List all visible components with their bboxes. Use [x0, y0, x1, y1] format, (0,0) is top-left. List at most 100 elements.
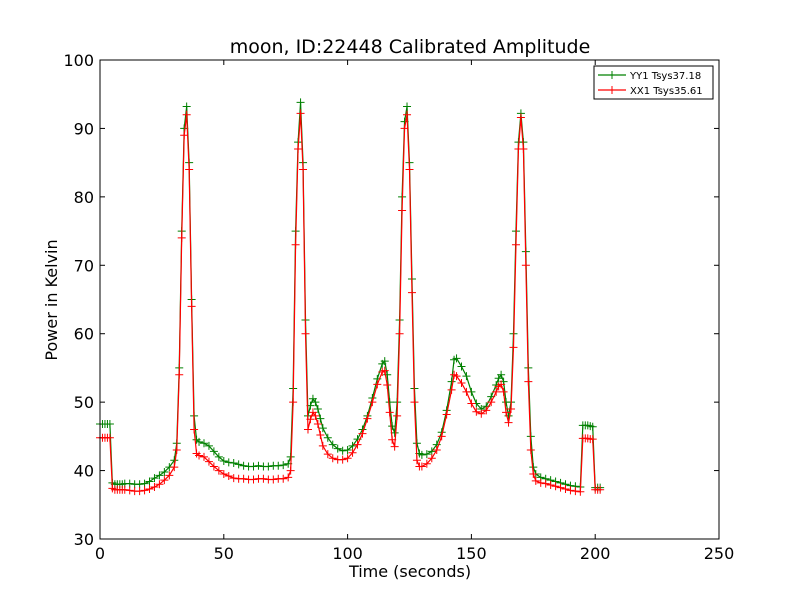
data-point [472, 407, 481, 416]
data-point [199, 452, 208, 461]
y-axis-label: Power in Kelvin [42, 239, 61, 360]
data-point [180, 131, 189, 140]
data-point [239, 461, 248, 470]
data-point [457, 362, 466, 371]
data-point [403, 110, 412, 119]
data-point [199, 439, 208, 448]
data-point [482, 406, 491, 415]
data-point [588, 422, 597, 431]
data-point [150, 474, 159, 483]
data-point [509, 343, 518, 352]
x-tick-label: 100 [332, 544, 363, 563]
data-point [383, 370, 392, 379]
data-point [316, 414, 325, 423]
data-point [323, 433, 332, 442]
data-point [316, 430, 325, 439]
data-point [125, 486, 134, 495]
data-point [145, 477, 154, 486]
data-point [383, 381, 392, 390]
y-tick-label: 40 [74, 462, 94, 481]
data-point [447, 385, 456, 394]
data-point [105, 420, 114, 429]
legend-label: YY1 Tsys37.18 [629, 71, 701, 82]
data-point [487, 398, 496, 407]
data-point [140, 486, 149, 495]
data-point [452, 372, 461, 381]
series-xx1 [96, 109, 605, 496]
data-point [462, 387, 471, 396]
data-point [516, 113, 525, 122]
data-point [150, 482, 159, 491]
x-tick-label: 0 [95, 544, 105, 563]
data-point [526, 446, 535, 455]
data-point [551, 482, 560, 491]
data-point [311, 411, 320, 420]
data-point [427, 447, 436, 456]
data-point [284, 473, 293, 482]
data-point [313, 420, 322, 429]
data-point [507, 404, 516, 413]
data-point [318, 424, 327, 433]
data-point [393, 411, 402, 420]
data-point [511, 240, 520, 249]
data-point [219, 469, 228, 478]
data-point [338, 455, 347, 464]
data-point [546, 480, 555, 489]
legend-item-yy1: YY1 Tsys37.18 [598, 71, 701, 82]
data-point [497, 380, 506, 389]
data-point [452, 354, 461, 363]
data-point [254, 461, 263, 470]
data-point [120, 485, 129, 494]
data-point [502, 408, 511, 417]
data-point [348, 448, 357, 457]
data-point [274, 461, 283, 470]
data-point [417, 450, 426, 459]
data-point [311, 398, 320, 407]
legend-marker [608, 86, 616, 94]
data-point [155, 471, 164, 480]
data-point [442, 410, 451, 419]
data-point [497, 370, 506, 379]
x-tick-label: 150 [456, 544, 487, 563]
data-point [279, 461, 288, 470]
data-point [343, 446, 352, 455]
y-tick-label: 70 [74, 256, 94, 275]
y-tick-label: 90 [74, 119, 94, 138]
legend-marker [608, 71, 616, 79]
data-point [313, 404, 322, 413]
data-point [556, 483, 565, 492]
data-point [395, 329, 404, 338]
data-point [410, 398, 419, 407]
data-point [380, 366, 389, 375]
data-point [571, 487, 580, 496]
y-tick-label: 30 [74, 530, 94, 549]
data-point [388, 435, 397, 444]
data-point [177, 233, 186, 242]
data-point [204, 441, 213, 450]
data-point [385, 398, 394, 407]
data-point [239, 474, 248, 483]
data-point [524, 377, 533, 386]
data-point [249, 462, 258, 471]
data-point [323, 450, 332, 459]
data-point [353, 440, 362, 449]
data-point [318, 441, 327, 450]
legend: YY1 Tsys37.18 XX1 Tsys35.61 [593, 65, 714, 100]
data-point [195, 451, 204, 460]
y-tick-label: 50 [74, 393, 94, 412]
legend-item-xx1: XX1 Tsys35.61 [598, 86, 703, 97]
data-point [229, 459, 238, 468]
data-point [437, 432, 446, 441]
data-point [529, 469, 538, 478]
data-point [105, 433, 114, 442]
data-point [140, 479, 149, 488]
x-tick-label: 50 [214, 544, 234, 563]
data-point [170, 463, 179, 472]
data-point [291, 240, 300, 249]
legend-label: XX1 Tsys35.61 [630, 86, 703, 97]
x-axis: 0 50 100 150 200 250 [95, 60, 734, 563]
data-point [185, 165, 194, 174]
data-point [187, 302, 196, 311]
data-point [301, 329, 310, 338]
